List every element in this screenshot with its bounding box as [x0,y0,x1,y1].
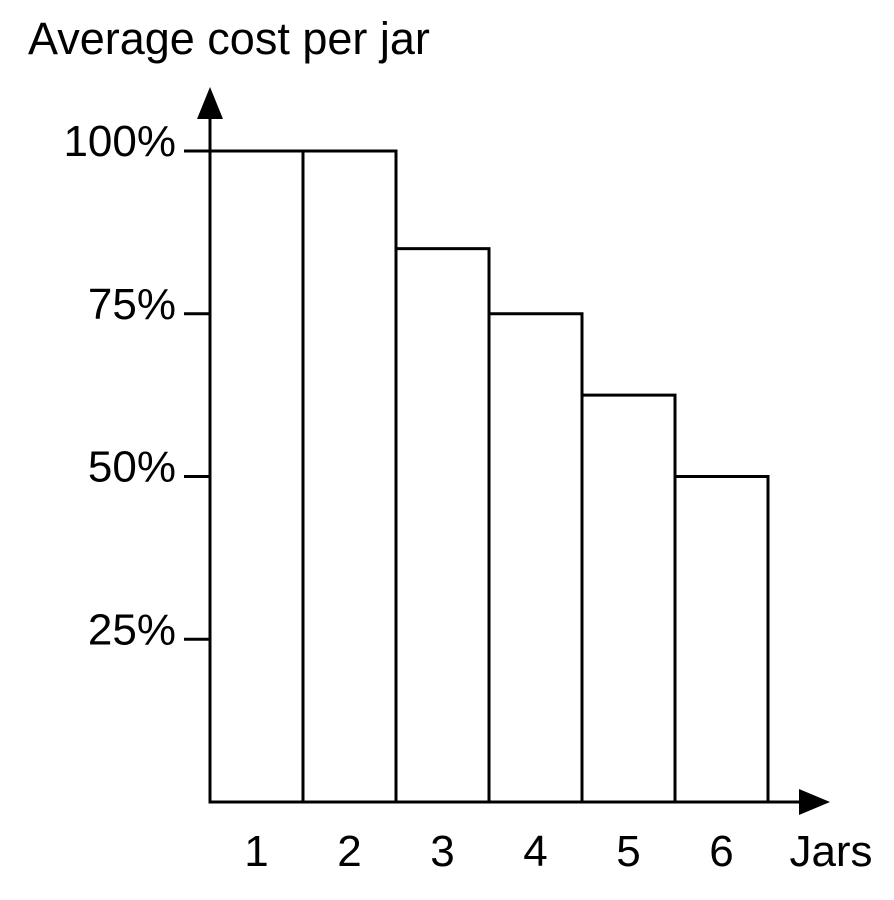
bar-jars-5 [580,393,677,804]
x-tick-label: 4 [523,827,547,876]
x-tick-label: 5 [616,827,640,876]
x-tick-label: 6 [709,827,733,876]
x-tick-label: 2 [337,827,361,876]
y-tick-label: 50% [88,443,176,492]
bars-group [208,149,770,804]
y-axis-arrowhead-icon [197,87,223,119]
bar-jars-3 [394,247,491,804]
bar-jars-1 [208,149,305,804]
chart-title: Average cost per jar [28,13,430,64]
y-ticks-group: 100% 75% 50% 25% [63,117,210,654]
x-tick-label: 3 [430,827,454,876]
x-axis-label: Jars [789,827,872,876]
x-tick-label: 1 [244,827,268,876]
x-labels-group: 1 2 3 4 5 6 [244,827,733,876]
bar-jars-4 [487,312,584,804]
y-tick-label: 25% [88,605,176,654]
x-axis-arrowhead-icon [799,789,830,815]
bar-jars-6 [673,475,770,804]
y-tick-label: 100% [63,117,176,166]
y-tick-label: 75% [88,280,176,329]
bar-jars-2 [301,149,398,804]
